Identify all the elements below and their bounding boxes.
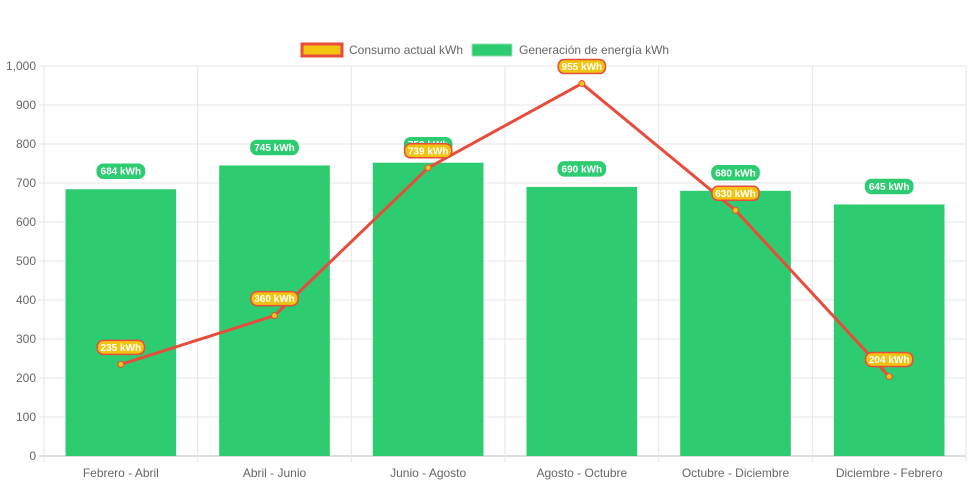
bar [219,165,330,456]
legend-label-generacion: Generación de energía kWh [519,43,669,57]
line-data-label: 955 kWh [562,62,603,73]
line-point [271,312,278,320]
y-tick-label: 300 [16,332,36,346]
legend-label-consumo: Consumo actual kWh [349,43,463,57]
bar [372,162,484,456]
bar [65,189,177,457]
bar-data-label: 745 kWh [254,143,295,154]
bar-data-label-bg [96,163,146,179]
bar-data-label-bg [711,165,760,181]
bar-data-label-bg [864,178,914,195]
line-point [732,206,739,214]
line-point [424,164,432,172]
y-tick-label: 500 [16,254,36,268]
x-tick-label: Junio - Agosto [390,466,466,480]
y-tick-label: 100 [16,410,36,424]
bar [680,190,791,457]
x-tick-label: Abril - Junio [243,466,307,480]
bar [526,186,638,456]
y-tick-label: 600 [16,215,36,229]
line-data-label-bg [250,290,299,307]
bar-data-label: 645 kWh [869,182,910,193]
x-tick-label: Diciembre - Febrero [836,466,943,480]
line-data-label: 235 kWh [101,343,142,354]
line-data-label: 630 kWh [715,189,756,200]
x-tick-label: Febrero - Abril [83,466,159,480]
y-tick-label: 900 [16,98,36,112]
line-data-label: 204 kWh [869,355,910,366]
bar-data-label: 680 kWh [715,168,756,179]
bar-data-label: 684 kWh [101,167,142,178]
bar-data-label-bg [557,161,607,177]
line-data-label: 739 kWh [408,146,449,157]
y-tick-label: 1,000 [6,59,36,73]
line-data-label-bg [557,58,607,75]
line-data-label-bg [711,185,760,202]
legend-swatch-consumo [300,42,344,58]
line-data-label: 360 kWh [254,294,295,305]
y-tick-label: 700 [16,176,36,190]
line-point [117,360,125,368]
line-data-label-bg [403,143,453,159]
bar-data-label: 690 kWh [562,164,603,175]
x-tick-label: Octubre - Diciembre [682,466,790,480]
y-tick-label: 400 [16,293,36,307]
legend-swatch-generacion [471,43,513,57]
line-data-label-bg [96,339,146,356]
y-tick-label: 800 [16,137,36,151]
y-tick-label: 200 [16,371,36,385]
bar-data-label-bg [250,139,299,156]
line-point [578,80,586,88]
bar [833,204,945,456]
line-data-label-bg [864,351,914,368]
y-tick-label: 0 [29,449,36,463]
line-series [120,81,891,378]
x-tick-label: Agosto - Octubre [536,466,627,480]
line-point [885,372,893,380]
